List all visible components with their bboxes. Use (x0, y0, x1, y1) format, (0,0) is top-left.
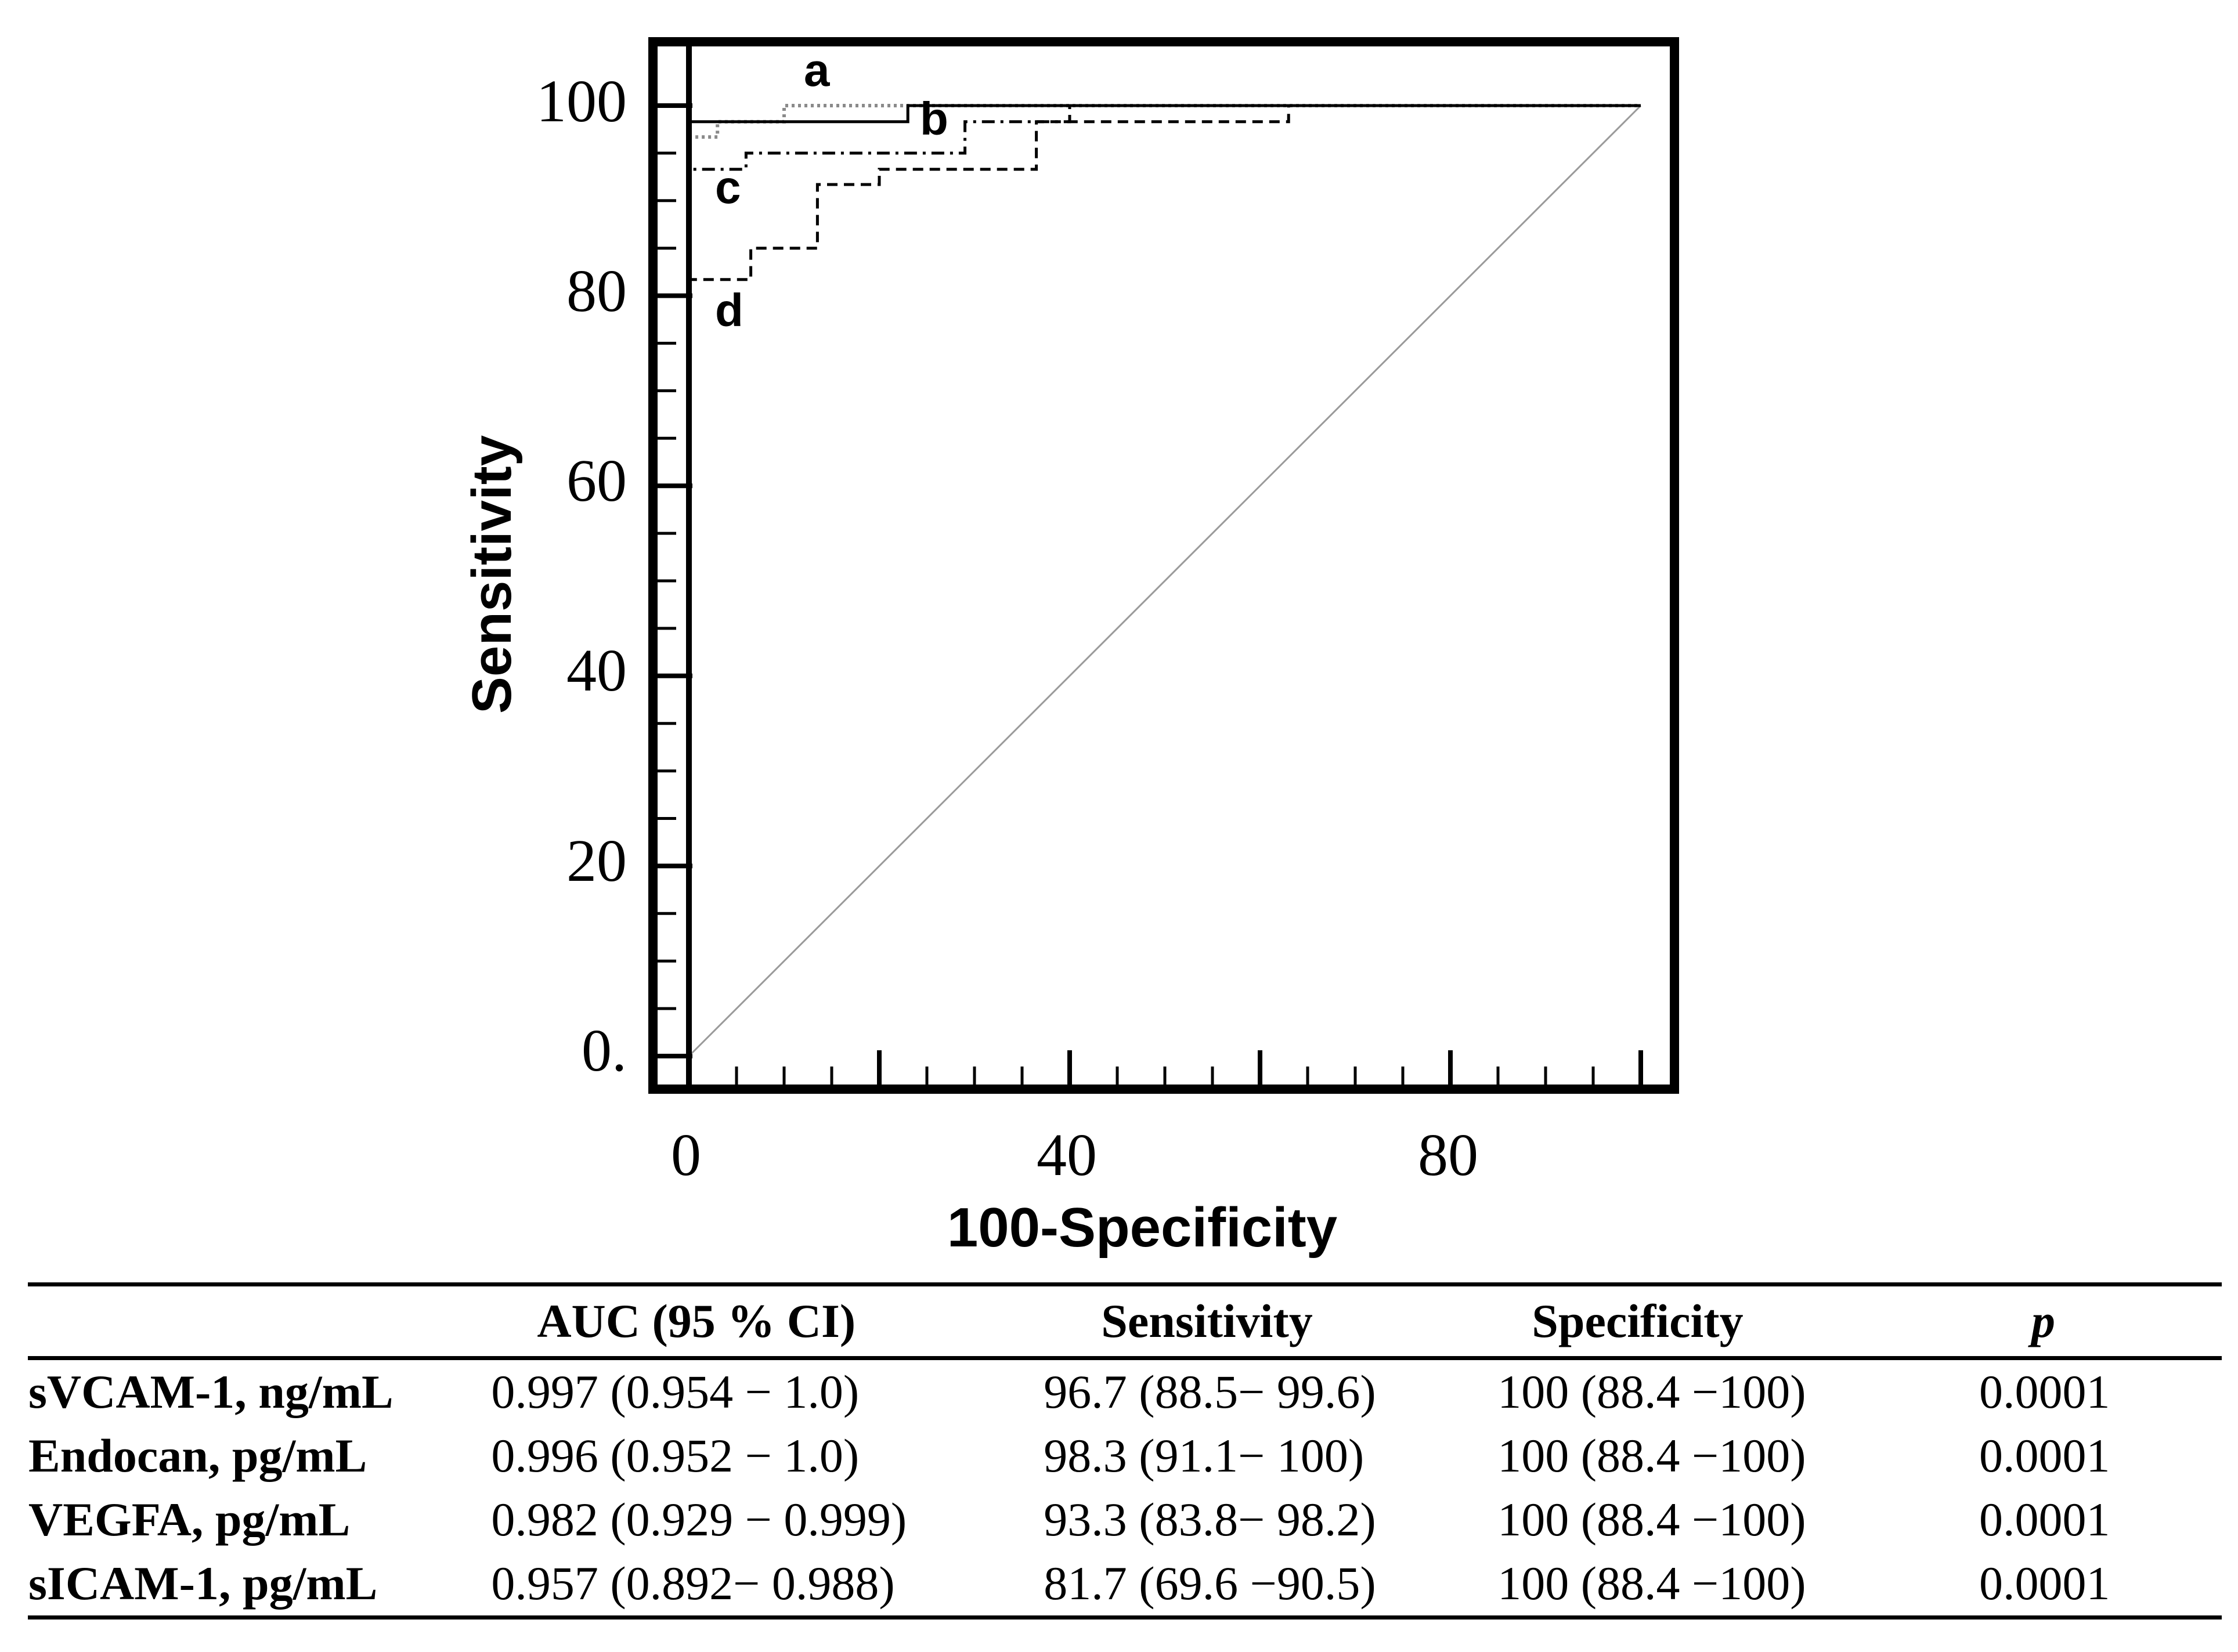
curve-label-c: c (715, 161, 741, 213)
table-header-row: AUC (95 % CI) Sensitivity Specificity p (28, 1284, 2222, 1358)
auc-cell: 0.957 (0.892− 0.988) (491, 1557, 895, 1610)
y-tick-label-60: 60 (566, 447, 627, 514)
specificity-cell: 100 (88.4 −100) (1497, 1429, 1806, 1482)
table-row: Endocan, pg/mL 0.996 (0.952 − 1.0) 98.3 … (28, 1424, 2222, 1488)
table-row: sVCAM-1, ng/mL 0.997 (0.954 − 1.0) 96.7 … (28, 1358, 2222, 1425)
p-cell: 0.0001 (1979, 1365, 2110, 1418)
header-sensitivity: Sensitivity (1101, 1295, 1313, 1347)
x-tick-label-40: 40 (1037, 1122, 1097, 1188)
sensitivity-cell: 93.3 (83.8− 98.2) (1044, 1493, 1376, 1546)
p-cell: 0.0001 (1979, 1429, 2110, 1482)
p-cell: 0.0001 (1979, 1493, 2110, 1546)
header-specificity: Specificity (1532, 1295, 1744, 1347)
y-tick-label-40: 40 (566, 637, 627, 704)
x-axis-title: 100-Specificity (947, 1196, 1337, 1259)
table-row: VEGFA, pg/mL 0.982 (0.929 − 0.999) 93.3 … (28, 1488, 2222, 1552)
y-tick-label-80: 80 (566, 258, 627, 324)
reference-diagonal (688, 104, 1642, 1057)
row-label: Endocan, pg/mL (28, 1429, 367, 1482)
sensitivity-cell: 96.7 (88.5− 99.6) (1044, 1365, 1376, 1418)
sensitivity-cell: 81.7 (69.6 −90.5) (1044, 1557, 1376, 1610)
curve-label-a: a (804, 44, 830, 96)
x-tick-label-80: 80 (1418, 1122, 1478, 1188)
roc-curve-d (687, 104, 1641, 1056)
plot-frame (648, 37, 1679, 1094)
specificity-cell: 100 (88.4 −100) (1497, 1557, 1806, 1610)
x-tick-label-0: 0 (671, 1122, 701, 1188)
roc-curve-c (687, 104, 1641, 1056)
auc-cell: 0.997 (0.954 − 1.0) (491, 1365, 860, 1418)
curve-label-b: b (920, 93, 948, 144)
y-tick-label-100: 100 (536, 68, 627, 135)
row-label: sVCAM-1, ng/mL (28, 1365, 394, 1418)
header-p: p (2031, 1295, 2055, 1347)
sensitivity-cell: 98.3 (91.1− 100) (1044, 1429, 1365, 1482)
roc-chart: a b c d 0. 20 40 60 80 100 0 40 80 100-S… (461, 37, 1679, 1259)
p-cell: 0.0001 (1979, 1557, 2110, 1610)
row-label: sICAM-1, pg/mL (28, 1557, 378, 1610)
specificity-cell: 100 (88.4 −100) (1497, 1493, 1806, 1546)
auc-cell: 0.982 (0.929 − 0.999) (491, 1493, 907, 1546)
table-row: sICAM-1, pg/mL 0.957 (0.892− 0.988) 81.7… (28, 1552, 2222, 1618)
y-tick-label-20: 20 (566, 827, 627, 894)
y-axis-title: Sensitivity (461, 435, 523, 714)
header-auc: AUC (95 % CI) (537, 1295, 856, 1347)
y-tick-label-0: 0. (582, 1017, 627, 1084)
curve-label-d: d (715, 284, 743, 336)
row-label: VEGFA, pg/mL (28, 1493, 351, 1546)
header-blank (28, 1285, 490, 1358)
specificity-cell: 100 (88.4 −100) (1497, 1365, 1806, 1418)
auc-cell: 0.996 (0.952 − 1.0) (491, 1429, 860, 1482)
stats-table: AUC (95 % CI) Sensitivity Specificity p … (28, 1282, 2222, 1620)
